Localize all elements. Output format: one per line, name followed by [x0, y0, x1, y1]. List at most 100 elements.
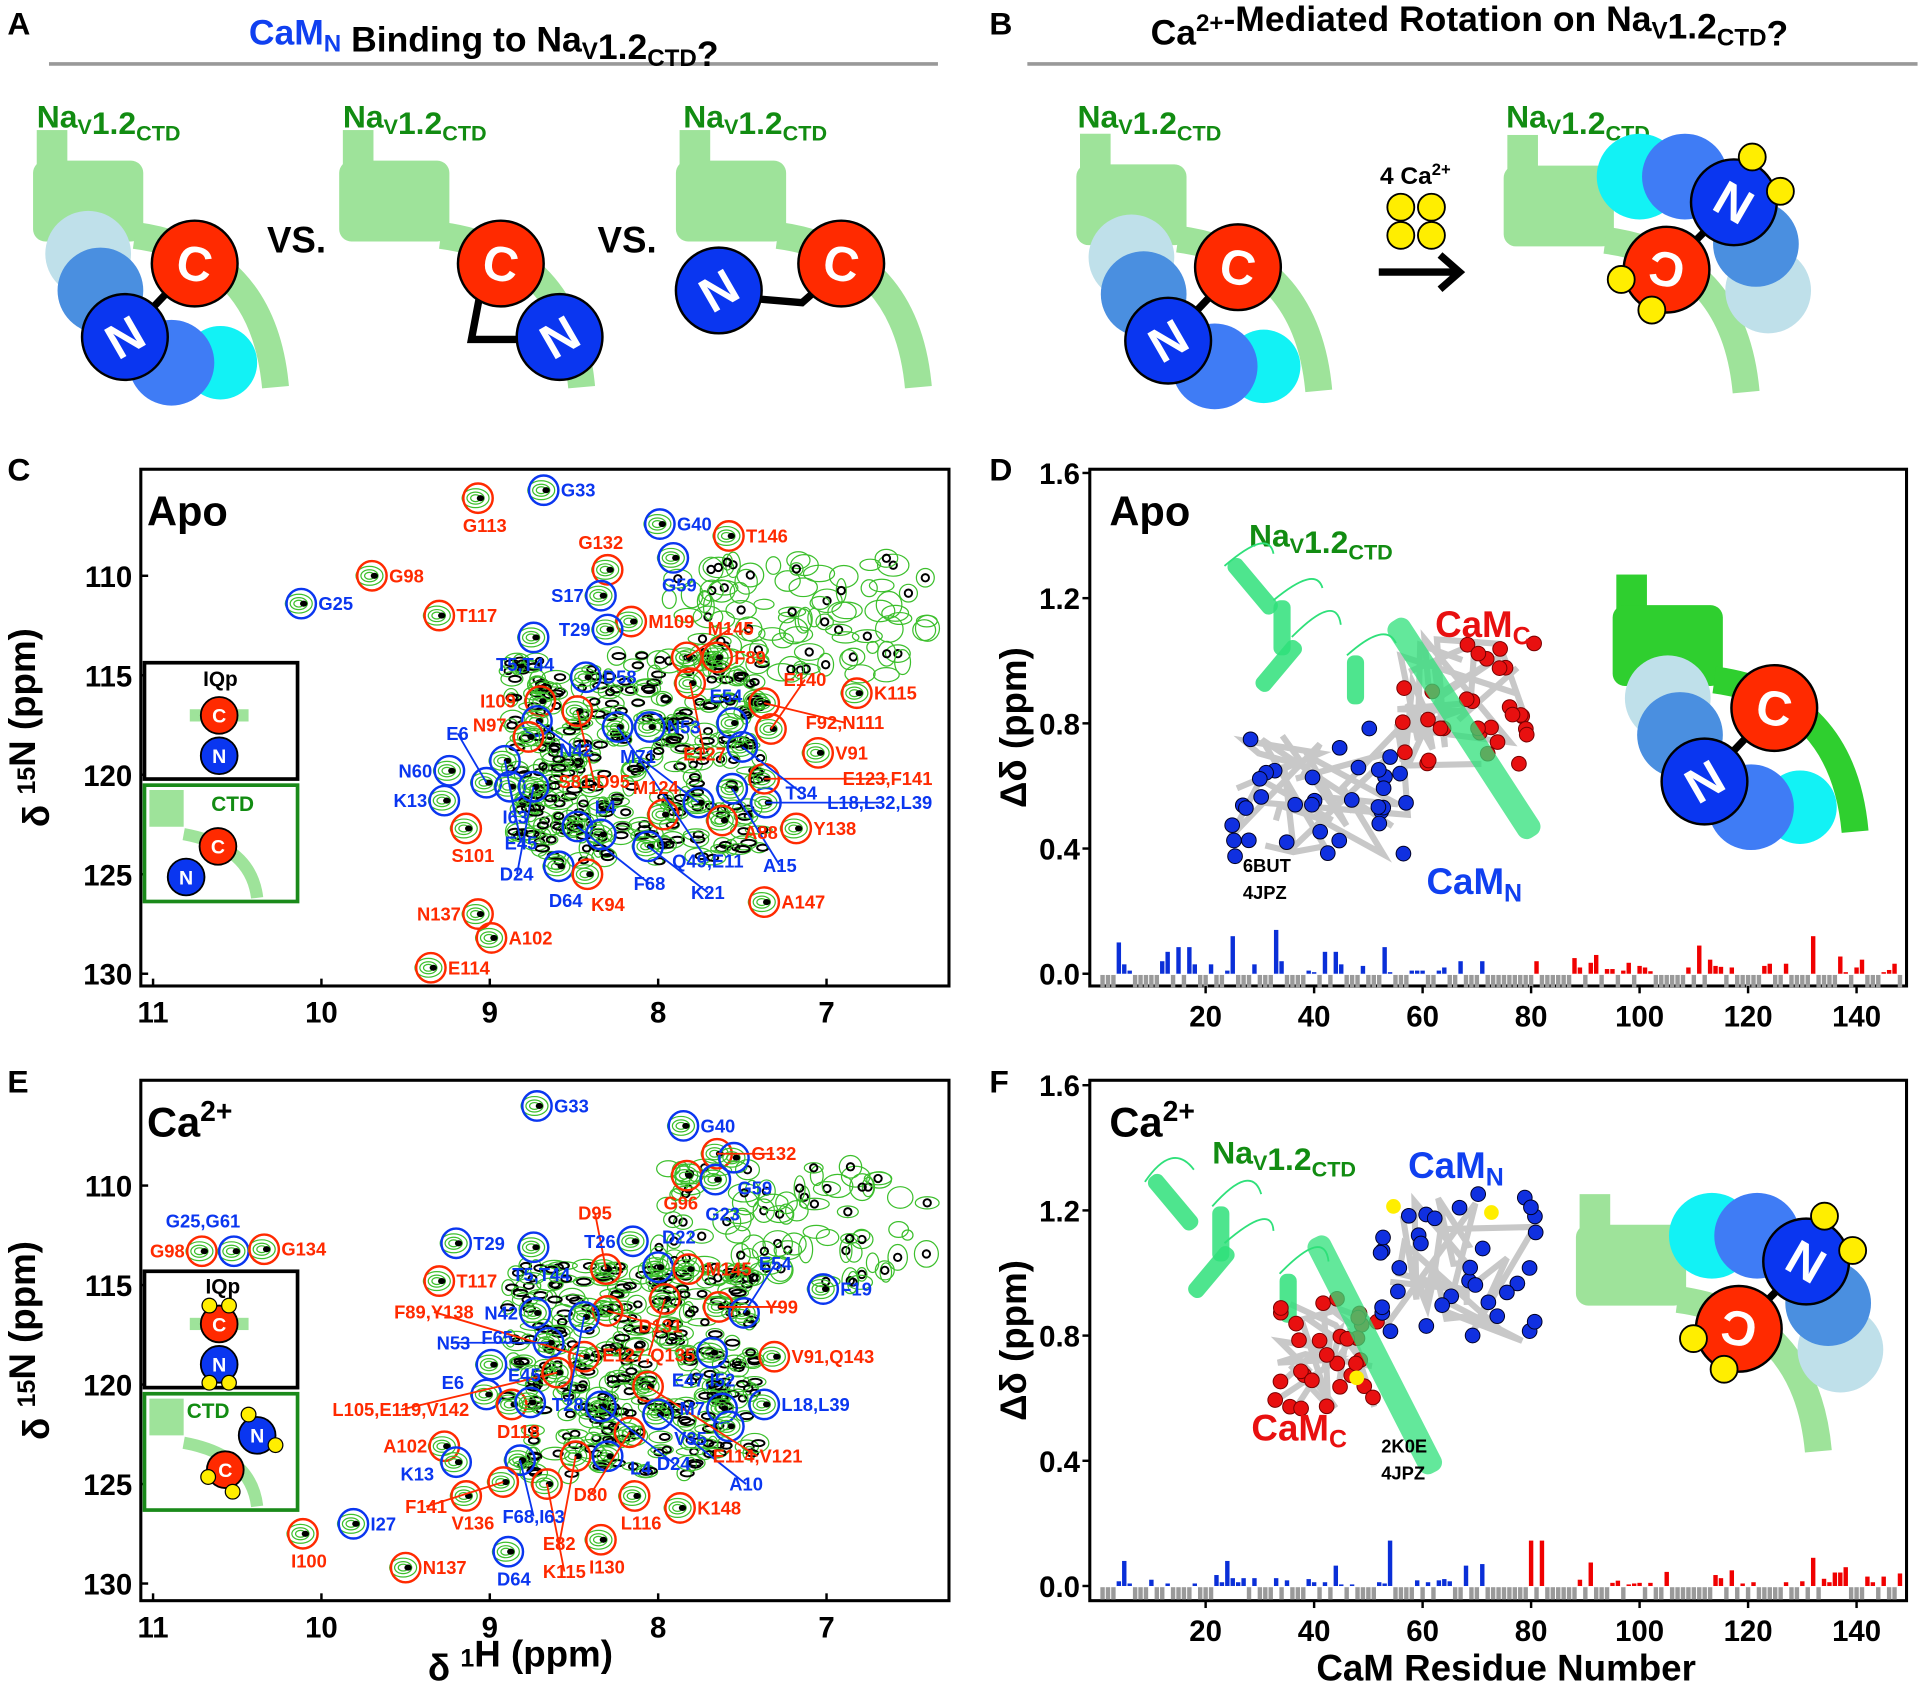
bar-unassigned: [1187, 1587, 1192, 1600]
contour-black: [678, 1415, 692, 1425]
c-lobe-letter: C: [212, 1314, 226, 1336]
peak-dot: [454, 1459, 463, 1466]
calcium-ion: [201, 1374, 218, 1391]
bar-unassigned: [1474, 974, 1480, 988]
x-axis-label: δ 1H (ppm): [428, 1634, 613, 1689]
peak-dot: [532, 634, 540, 641]
peak-dot: [697, 799, 705, 806]
peak-label: G23: [705, 1204, 740, 1225]
peak-label: L105,E119,V142: [332, 1399, 469, 1420]
contour-black: [736, 605, 746, 615]
peak: [695, 1336, 728, 1369]
peak: [584, 1523, 617, 1556]
y-tick-label: 0.4: [1039, 834, 1080, 867]
residue-sphere-c: [1511, 755, 1527, 772]
bar-unassigned: [1181, 974, 1187, 988]
leader-line: [647, 1385, 759, 1458]
leader-line: [594, 1212, 607, 1270]
contour: [579, 774, 599, 794]
peak-circle: [542, 850, 575, 883]
bar-unassigned: [1246, 1587, 1252, 1600]
panel-letter-c: C: [7, 451, 30, 487]
ribbon: [1299, 1306, 1349, 1381]
peak-label: T117: [456, 605, 497, 626]
residue-sphere-c: [1272, 1373, 1289, 1390]
n-lobe-letter: N: [250, 1426, 264, 1448]
peak-dot: [200, 1248, 209, 1255]
peak-circle: [517, 1231, 550, 1264]
contour-black: [697, 634, 708, 644]
contour-black: [686, 1377, 698, 1386]
bar-unassigned: [1344, 1587, 1349, 1600]
inset-ctd-label-ca: CTD: [187, 1400, 230, 1423]
contour-black: [601, 1426, 613, 1436]
contour: [748, 639, 768, 661]
bar-unassigned: [1393, 1587, 1398, 1600]
contour: [511, 1292, 539, 1307]
contour: [667, 714, 698, 728]
cam-n-lobe: [515, 292, 604, 382]
bar-unassigned: [1680, 1587, 1686, 1600]
contour-black: [809, 1163, 819, 1173]
residue-sphere-n: [1374, 1299, 1390, 1316]
bar-unassigned: [1653, 974, 1659, 988]
peak-label: F68,I63: [502, 1506, 564, 1527]
peak-circle: [517, 770, 550, 803]
contour: [677, 1288, 689, 1301]
peak-label: D131: [639, 1316, 683, 1337]
bar-unassigned: [1691, 974, 1697, 988]
bar-unassigned: [1246, 974, 1252, 988]
peak-circle: [726, 730, 759, 763]
peak: [422, 599, 456, 632]
contour: [678, 1303, 694, 1323]
contour-black: [733, 671, 749, 680]
contour-black: [697, 1231, 707, 1241]
contour-black: [688, 773, 701, 782]
contour-black: [745, 1348, 756, 1357]
bar-unassigned: [1778, 974, 1783, 988]
residue-sphere-n: [1426, 1210, 1443, 1227]
peak-circle: [667, 1109, 700, 1142]
peak-circle: [755, 713, 787, 745]
contour-black: [745, 1449, 759, 1458]
contour-black: [748, 1272, 759, 1283]
bar-unassigned: [1111, 1587, 1116, 1600]
bar-unassigned: [1659, 974, 1664, 988]
chart-frame: [1088, 1078, 1909, 1603]
contour: [675, 1374, 701, 1389]
residue-sphere-n: [1375, 1229, 1391, 1246]
peak-circle: [706, 1392, 739, 1425]
contour-black: [719, 583, 729, 593]
peak-dot: [465, 825, 473, 832]
residue-sphere-c: [1489, 734, 1506, 750]
bar: [1333, 951, 1339, 974]
bar: [1192, 1583, 1197, 1586]
bar-unassigned: [1756, 974, 1762, 988]
cartoon-d-apo: NC: [1612, 574, 1869, 851]
bar: [1149, 1579, 1154, 1586]
bar: [1870, 1582, 1876, 1586]
contour: [504, 1329, 517, 1348]
bar: [1800, 1581, 1805, 1586]
contour-black: [737, 1394, 748, 1403]
contour-black: [513, 1357, 530, 1366]
contour: [597, 685, 621, 700]
bar: [1235, 1582, 1241, 1586]
contour-black: [527, 1274, 538, 1283]
bar: [1176, 947, 1181, 974]
cam-c-lobe: [1193, 223, 1283, 312]
bar-unassigned: [1198, 974, 1203, 988]
bar-unassigned: [1301, 1587, 1306, 1600]
contour: [563, 753, 588, 771]
x-tick-label: 80: [1515, 1000, 1548, 1033]
peak-dot: [646, 1383, 655, 1390]
bar-unassigned: [1458, 1587, 1463, 1600]
contour-black: [625, 1367, 638, 1376]
bar-unassigned: [1566, 1587, 1572, 1600]
peak-label: G25: [318, 593, 353, 614]
peak: [422, 1265, 456, 1297]
bar: [1387, 972, 1393, 974]
bar-unassigned: [1675, 974, 1680, 988]
peak-label: M145: [708, 618, 754, 639]
peak: [560, 695, 594, 728]
